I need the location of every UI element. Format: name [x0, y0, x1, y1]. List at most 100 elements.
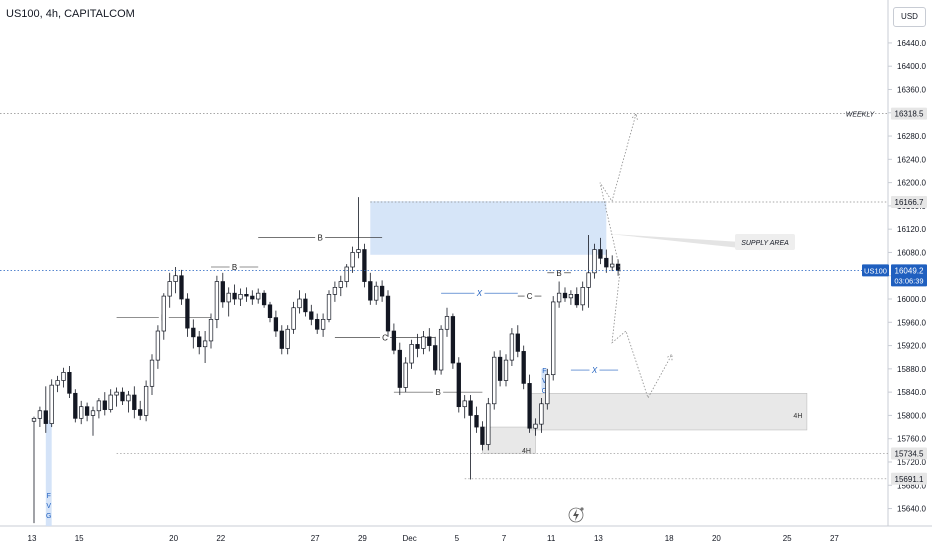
candle	[167, 272, 172, 308]
candle	[586, 234, 591, 308]
candle	[179, 269, 184, 305]
current-price-tag-bg	[891, 264, 927, 287]
candle	[391, 323, 397, 355]
candle-body	[462, 400, 467, 408]
time-tick-label: 5	[455, 534, 460, 543]
candle	[598, 237, 603, 265]
candle	[208, 313, 214, 349]
candle-body	[320, 319, 326, 330]
projection-paths	[599, 113, 673, 399]
candle	[326, 290, 332, 323]
time-tick-label: 20	[712, 534, 721, 543]
candle	[486, 397, 491, 451]
candle-body	[250, 295, 255, 300]
price-tick-label: 16000.0	[897, 295, 926, 304]
candle	[55, 375, 60, 393]
candle	[297, 290, 302, 314]
price-tick-label: 15680.0	[897, 481, 926, 490]
price-tick-label: 15960.0	[897, 318, 926, 327]
candle-body	[315, 319, 320, 330]
candle	[108, 389, 113, 413]
price-tick-label: 15640.0	[897, 505, 926, 514]
candle-body	[362, 249, 367, 282]
candle	[474, 406, 479, 433]
candle	[67, 365, 72, 398]
price-tag-label: 15691.1	[895, 475, 924, 484]
candle	[350, 246, 355, 273]
candle-body	[415, 344, 420, 349]
candle	[374, 281, 379, 305]
candle-body	[202, 340, 208, 348]
price-tick-label: 15920.0	[897, 342, 926, 351]
candle	[503, 354, 509, 387]
price-tick-label: 16200.0	[897, 179, 926, 188]
candle-body	[433, 345, 438, 371]
candle-body	[503, 359, 509, 381]
candle	[568, 290, 574, 305]
candle-body	[374, 285, 379, 301]
candle	[244, 287, 249, 302]
supply-connector	[608, 233, 760, 251]
zone-box	[529, 392, 808, 431]
time-tick-label: 27	[830, 534, 839, 543]
candle-body	[49, 384, 54, 424]
candle	[102, 392, 107, 416]
candle-body	[350, 252, 355, 268]
candle	[126, 390, 131, 413]
candle	[37, 406, 43, 428]
candle	[96, 397, 102, 419]
candle	[303, 293, 308, 317]
fvg-label: G	[46, 513, 51, 520]
candle-body	[480, 426, 485, 445]
price-tick-label: 15800.0	[897, 411, 926, 420]
candle-body	[185, 298, 190, 329]
candle-body	[468, 400, 473, 416]
candle	[551, 296, 556, 381]
candle-body	[238, 294, 243, 300]
candle	[462, 395, 467, 419]
lightning-icon[interactable]	[568, 507, 584, 523]
candle	[379, 280, 385, 302]
candle	[120, 387, 125, 405]
candle-body	[208, 319, 214, 342]
price-tag-bg	[891, 447, 927, 460]
candle	[574, 287, 579, 308]
candle	[592, 243, 597, 279]
structure-label: B	[435, 388, 440, 397]
zone-label-4h: 4H	[793, 413, 802, 420]
time-tick-label: Dec	[402, 534, 416, 543]
candle	[315, 313, 320, 334]
candle-body	[37, 410, 43, 419]
candles	[31, 197, 621, 524]
candle-body	[79, 406, 84, 419]
zone-label-4h: 4H	[522, 448, 531, 455]
candle-body	[326, 294, 332, 320]
candle-body	[456, 362, 461, 408]
candle	[580, 281, 585, 311]
lightning-icon-dot	[580, 507, 584, 511]
fvg-label: G	[542, 388, 547, 395]
candle-body	[61, 371, 66, 381]
price-tick-label: 16080.0	[897, 248, 926, 257]
currency-button[interactable]: USD	[893, 7, 926, 27]
candle-body	[385, 295, 391, 332]
candle-body	[568, 294, 574, 299]
current-symbol-tag: US100	[864, 266, 887, 275]
candle-body	[610, 263, 615, 268]
fvg-label: F	[542, 368, 546, 375]
candle-body	[297, 298, 302, 309]
candle-body	[379, 285, 385, 297]
candle	[610, 255, 615, 272]
candle-body	[161, 295, 166, 332]
candle	[267, 301, 273, 323]
candle	[403, 357, 408, 393]
candle-body	[356, 249, 361, 253]
candle	[450, 313, 456, 369]
candle	[49, 379, 54, 428]
structure-label-bg	[589, 365, 600, 376]
candle	[421, 331, 426, 355]
candle-body	[615, 263, 621, 271]
